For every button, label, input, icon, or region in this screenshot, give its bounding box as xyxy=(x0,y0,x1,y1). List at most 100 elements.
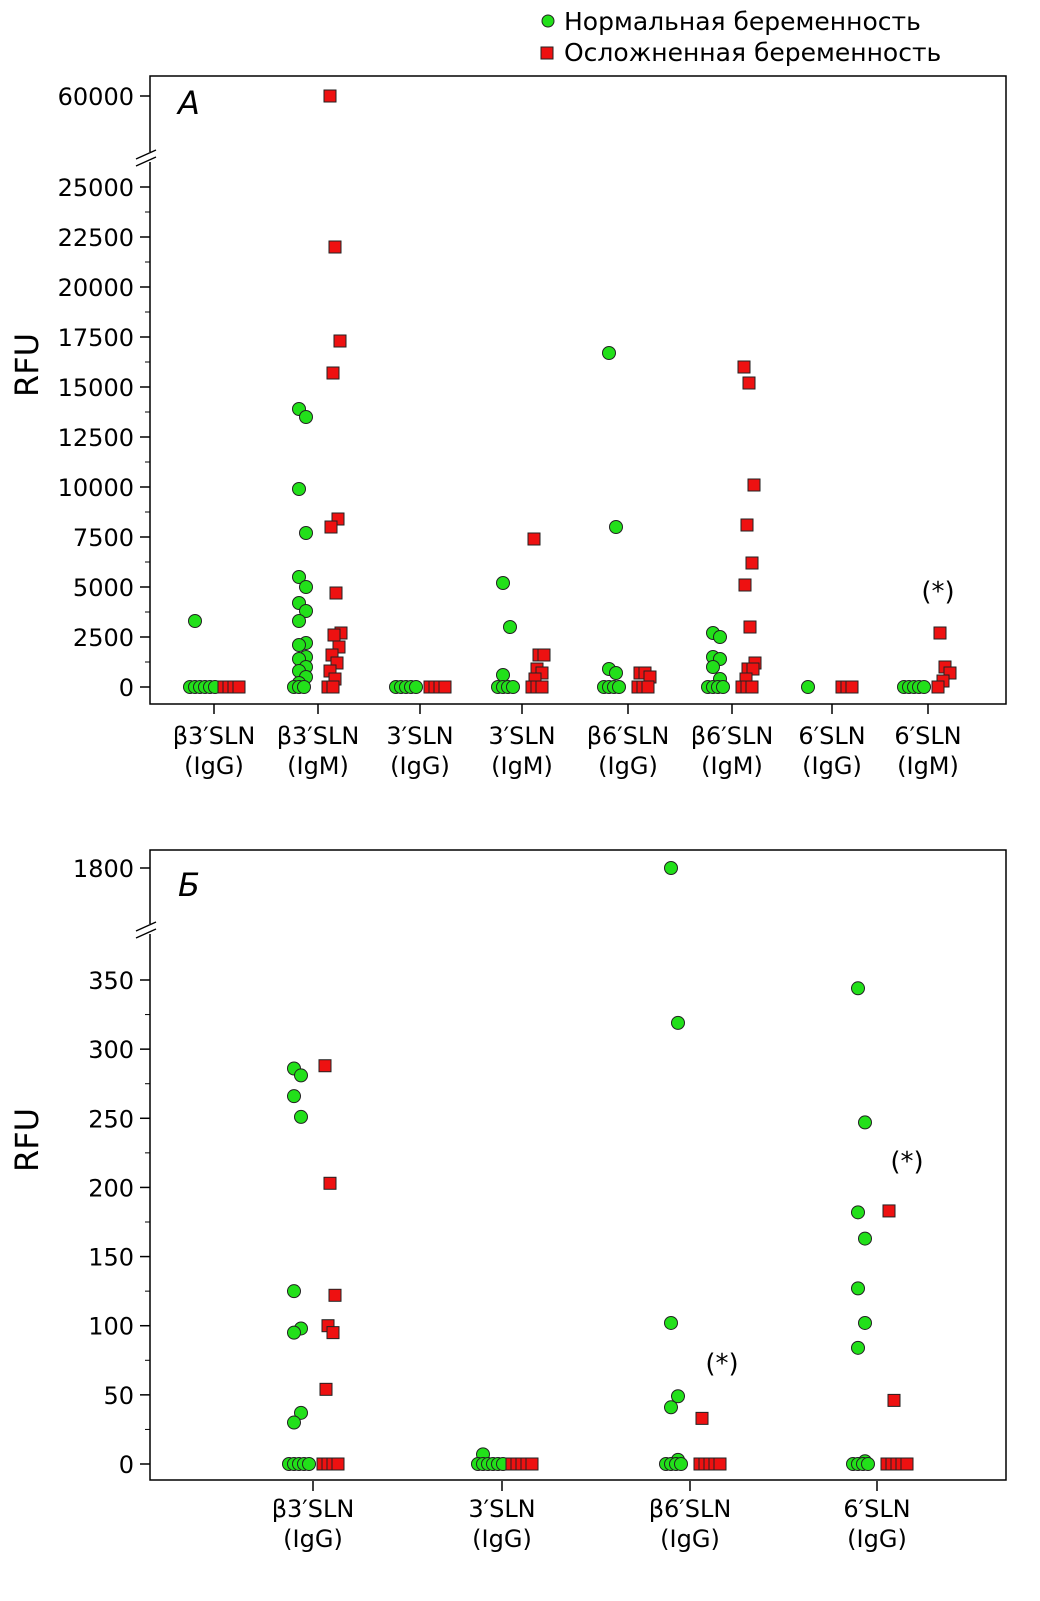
y-tick-label: 350 xyxy=(88,967,134,995)
panel-b-data-points xyxy=(282,861,914,1471)
data-point-normal xyxy=(609,666,623,680)
data-point-normal xyxy=(287,1325,301,1340)
category-label-line1: β3′SLN xyxy=(173,722,256,750)
y-tick-label: 50 xyxy=(103,1382,134,1410)
data-point-complicated xyxy=(931,680,945,694)
category-label-line1: β3′SLN xyxy=(272,1495,355,1523)
data-point-normal xyxy=(706,660,720,674)
panel-a-y-axis: 0 2500 5000 7500 10000 12500 15000 17500 20000 22… xyxy=(58,83,157,702)
data-point-normal xyxy=(294,1405,308,1420)
y-tick-label: 17500 xyxy=(58,324,134,352)
data-point-complicated xyxy=(743,620,757,634)
data-point-complicated xyxy=(900,1457,914,1471)
panel-b-annotations: (*) (*) xyxy=(705,1147,923,1379)
legend-label-normal: Нормальная беременность xyxy=(564,7,921,36)
data-point-complicated xyxy=(738,578,752,592)
data-point-normal xyxy=(664,861,678,875)
category-label-line1: 3′SLN xyxy=(386,722,453,750)
data-point-normal xyxy=(716,680,730,694)
y-tick-label: 10000 xyxy=(58,474,134,502)
panel-a-label: А xyxy=(176,84,200,122)
data-point-complicated xyxy=(737,360,751,374)
data-point-normal xyxy=(671,1389,685,1404)
category-label-line2: (IgG) xyxy=(184,752,244,780)
data-point-normal xyxy=(664,1315,678,1330)
panel-a-frame xyxy=(149,75,1007,705)
data-point-normal xyxy=(299,526,313,540)
category-label-line2: (IgG) xyxy=(847,1525,907,1553)
data-point-normal xyxy=(294,1109,308,1124)
data-point-normal xyxy=(664,1400,678,1415)
axis-break-marker xyxy=(134,149,157,167)
data-point-complicated xyxy=(933,626,947,640)
data-point-normal xyxy=(292,614,306,628)
data-point-complicated xyxy=(745,680,759,694)
category-label-line1: 6′SLN xyxy=(843,1495,910,1523)
data-point-normal xyxy=(297,680,311,694)
significance-annotation: (*) xyxy=(705,1349,738,1379)
data-point-normal xyxy=(496,668,510,682)
category-label-line2: (IgG) xyxy=(802,752,862,780)
category-label-line1: 3′SLN xyxy=(468,1495,535,1523)
data-point-normal xyxy=(287,1415,301,1430)
data-point-complicated xyxy=(326,680,340,694)
y-tick-label: 20000 xyxy=(58,274,134,302)
category-label-line1: β6′SLN xyxy=(587,722,670,750)
panel-b-label: Б xyxy=(178,866,200,904)
legend: Нормальная беременность Осложненная бере… xyxy=(540,7,941,67)
data-point-complicated xyxy=(318,1059,332,1073)
data-point-normal xyxy=(294,1068,308,1083)
category-label-line2: (IgG) xyxy=(283,1525,343,1553)
data-point-normal xyxy=(917,680,931,694)
category-label-line2: (IgM) xyxy=(491,752,553,780)
y-tick-label: 7500 xyxy=(73,524,134,552)
data-point-normal xyxy=(858,1115,872,1130)
panel-a-data-points xyxy=(183,89,957,694)
legend-marker-normal xyxy=(541,14,555,28)
data-point-complicated xyxy=(845,680,859,694)
y-tick-label: 12500 xyxy=(58,424,134,452)
y-tick-label: 0 xyxy=(119,674,134,702)
panel-a-ylabel: RFU xyxy=(8,333,46,397)
panel-a: А RFU 0 2500 5000 7500 10000 12500 15000 17500 2… xyxy=(8,75,1007,780)
y-tick-label: 250 xyxy=(88,1105,134,1133)
data-point-complicated xyxy=(232,680,246,694)
data-point-complicated xyxy=(324,520,338,534)
data-point-normal xyxy=(713,630,727,644)
data-point-normal xyxy=(612,680,626,694)
data-point-complicated xyxy=(327,628,341,642)
y-tick-label: 5000 xyxy=(73,574,134,602)
y-tick-label: 0 xyxy=(119,1451,134,1479)
data-point-complicated xyxy=(742,376,756,390)
y-tick-label: 100 xyxy=(88,1313,134,1341)
data-point-complicated xyxy=(328,1288,342,1302)
y-tick-label: 1800 xyxy=(73,855,134,883)
data-point-complicated xyxy=(527,532,541,546)
legend-marker-complicated xyxy=(540,46,554,60)
data-point-complicated xyxy=(326,1326,340,1340)
data-point-complicated xyxy=(333,334,347,348)
data-point-complicated xyxy=(747,478,761,492)
data-point-complicated xyxy=(323,89,337,103)
data-point-normal xyxy=(292,482,306,496)
data-point-complicated xyxy=(882,1204,896,1218)
data-point-normal xyxy=(302,1457,316,1471)
data-point-normal xyxy=(671,1015,685,1030)
y-tick-label: 150 xyxy=(88,1244,134,1272)
legend-label-complicated: Осложненная беременность xyxy=(564,38,941,67)
data-point-normal xyxy=(674,1457,688,1471)
data-point-complicated xyxy=(745,556,759,570)
category-label-line2: (IgG) xyxy=(472,1525,532,1553)
data-point-normal xyxy=(506,680,520,694)
category-label-line1: β3′SLN xyxy=(277,722,360,750)
y-tick-label: 2500 xyxy=(73,624,134,652)
data-point-complicated xyxy=(713,1457,727,1471)
panel-b-frame xyxy=(149,849,1007,1481)
data-point-complicated xyxy=(887,1393,901,1407)
data-point-complicated xyxy=(331,1457,345,1471)
data-point-complicated xyxy=(740,518,754,532)
data-point-complicated xyxy=(537,648,551,662)
axis-break-marker xyxy=(134,921,157,939)
data-point-normal xyxy=(602,346,616,360)
